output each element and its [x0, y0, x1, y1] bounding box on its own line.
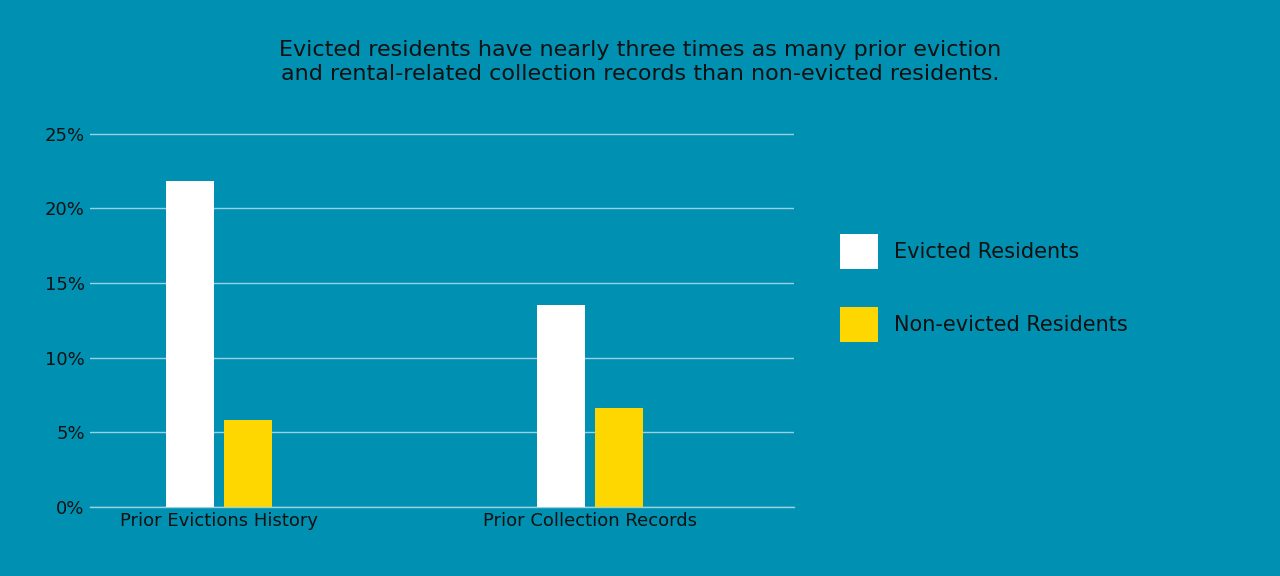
Bar — [166, 181, 215, 507]
Legend: Evicted Residents, Non-evicted Residents: Evicted Residents, Non-evicted Residents — [829, 224, 1138, 352]
Bar — [595, 408, 643, 507]
Bar — [536, 305, 585, 507]
Bar — [224, 420, 273, 507]
Text: Evicted residents have nearly three times as many prior eviction
and rental-rela: Evicted residents have nearly three time… — [279, 40, 1001, 84]
